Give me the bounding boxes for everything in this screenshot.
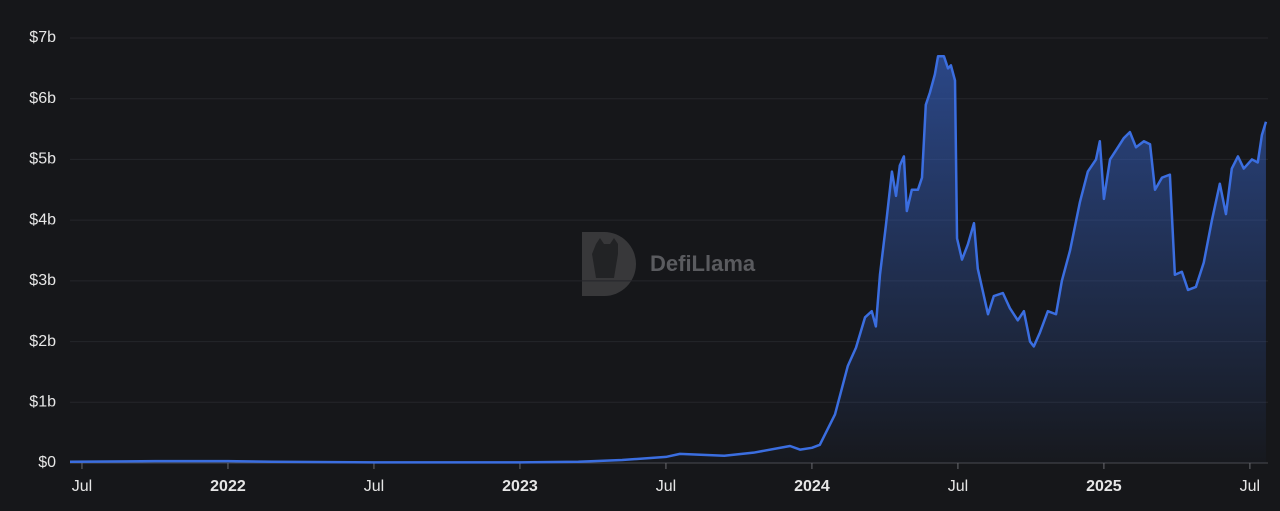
watermark: DefiLlama [650,251,756,276]
x-tick-label: Jul [656,478,676,495]
y-tick-label: $7b [29,29,56,46]
x-tick-label: Jul [948,478,968,495]
y-tick-label: $4b [29,211,56,228]
y-tick-label: $0 [38,454,56,471]
x-tick-label: 2025 [1086,478,1122,495]
x-tick-label: 2022 [210,478,246,495]
y-tick-label: $2b [29,333,56,350]
x-tick-label: Jul [1240,478,1260,495]
y-tick-label: $3b [29,272,56,289]
y-tick-label: $6b [29,90,56,107]
y-tick-label: $5b [29,151,56,168]
x-tick-label: 2024 [794,478,830,495]
watermark-logo [582,232,636,296]
line [69,54,1268,464]
x-tick-label: 2023 [502,478,538,495]
area [70,56,1266,464]
x-tick-label: Jul [72,478,92,495]
y-tick-label: $1b [29,394,56,411]
x-tick-label: Jul [364,478,384,495]
